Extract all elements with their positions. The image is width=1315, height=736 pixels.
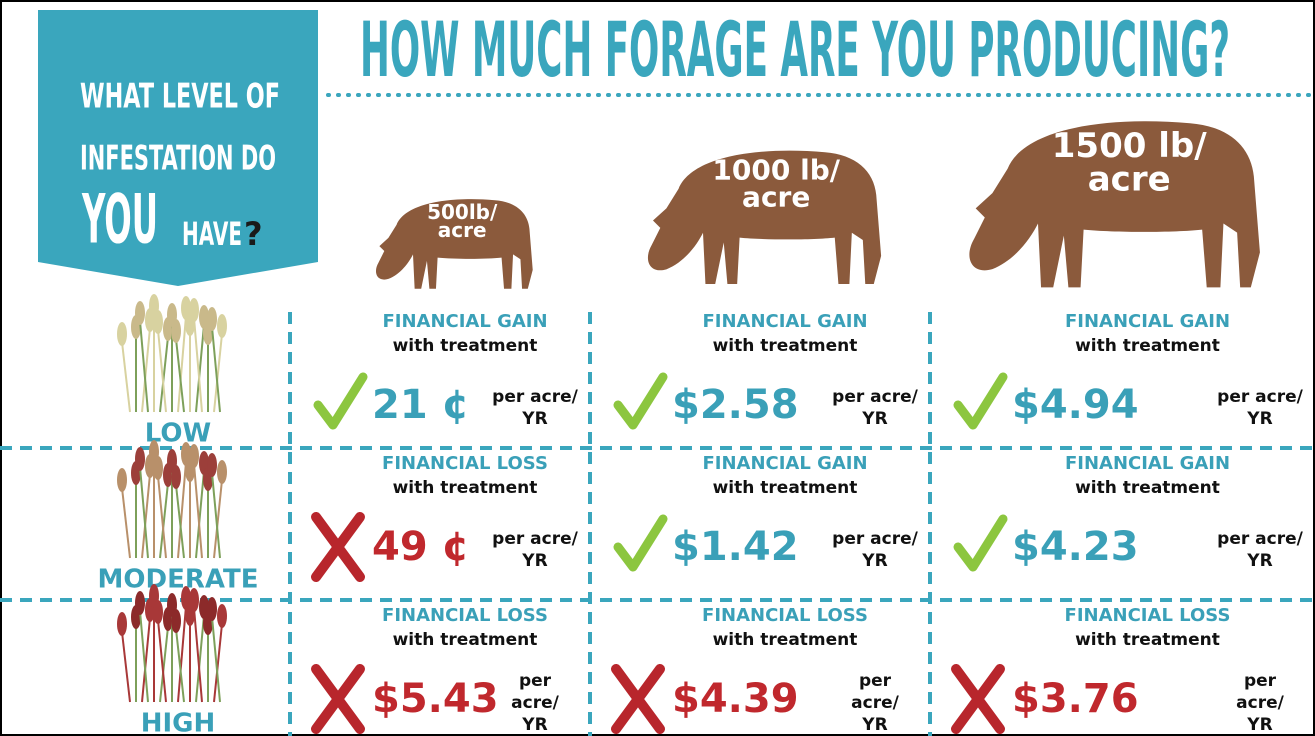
cell-unit: acre/ xyxy=(851,693,899,713)
cell-unit: per xyxy=(1244,671,1277,691)
grass-head xyxy=(117,468,127,492)
cell-heading: FINANCIAL GAIN xyxy=(1065,311,1230,332)
grass-head xyxy=(217,314,227,338)
cell-unit: acre/ xyxy=(1236,693,1284,713)
level-label: HIGH xyxy=(141,709,216,736)
cell-sub: with treatment xyxy=(1075,630,1220,650)
cell-unit: YR xyxy=(521,409,547,429)
cell-amount: $1.42 xyxy=(672,524,799,570)
level-label: MODERATE xyxy=(98,565,259,595)
title: HOW MUCH FORAGE ARE YOU PRODUCING? xyxy=(360,5,1230,94)
grass-head xyxy=(207,307,217,331)
cow-label: acre xyxy=(438,218,487,242)
banner-line: INFESTATION DO xyxy=(80,139,276,179)
grass-head xyxy=(117,322,127,346)
cell-unit: YR xyxy=(861,715,887,735)
grass-head xyxy=(189,444,199,468)
cell-heading: FINANCIAL LOSS xyxy=(702,605,868,626)
cell-heading: FINANCIAL LOSS xyxy=(382,605,548,626)
grass-head xyxy=(135,447,145,471)
grass-head xyxy=(207,453,217,477)
grass-head xyxy=(171,609,181,633)
cell-unit: per xyxy=(519,671,552,691)
cell-unit: acre/ xyxy=(511,693,559,713)
cell-unit: per acre/ xyxy=(492,387,578,407)
grass-head xyxy=(189,588,199,612)
cell-unit: per xyxy=(859,671,892,691)
cell-amount: 49 ¢ xyxy=(372,524,469,570)
cell-amount: $3.76 xyxy=(1012,676,1139,722)
cell-sub: with treatment xyxy=(713,336,858,356)
cell-unit: per acre/ xyxy=(1217,529,1303,549)
cell-unit: YR xyxy=(521,715,547,735)
cell-unit: per acre/ xyxy=(492,529,578,549)
cell-unit: YR xyxy=(521,551,547,571)
cell-heading: FINANCIAL GAIN xyxy=(382,311,547,332)
grass-head xyxy=(217,604,227,628)
grass-head xyxy=(153,600,163,624)
infographic: WHAT LEVEL OF INFESTATION DO YOU HAVE ? … xyxy=(0,0,1315,736)
cell-amount: $4.94 xyxy=(1012,382,1139,428)
grass-head xyxy=(189,298,199,322)
banner-line: WHAT LEVEL OF xyxy=(80,77,280,117)
cell-amount: $4.39 xyxy=(672,676,799,722)
cell-amount: 21 ¢ xyxy=(372,382,469,428)
grass-head xyxy=(217,460,227,484)
cell-amount: $2.58 xyxy=(672,382,799,428)
cell-unit: YR xyxy=(861,551,887,571)
cell-unit: per acre/ xyxy=(832,387,918,407)
grass-head xyxy=(153,310,163,334)
cell-unit: YR xyxy=(1246,409,1272,429)
grass-head xyxy=(207,597,217,621)
cell-heading: FINANCIAL LOSS xyxy=(382,453,548,474)
banner-mark: ? xyxy=(244,215,263,253)
cell-unit: per acre/ xyxy=(1217,387,1303,407)
grass-head xyxy=(117,612,127,636)
grass-head xyxy=(153,456,163,480)
cell-sub: with treatment xyxy=(393,336,538,356)
cell-unit: YR xyxy=(1246,715,1272,735)
grass-head xyxy=(171,465,181,489)
cell-heading: FINANCIAL GAIN xyxy=(702,311,867,332)
grass-head xyxy=(135,301,145,325)
cell-unit: per acre/ xyxy=(832,529,918,549)
cell-amount: $5.43 xyxy=(372,676,499,722)
cell-sub: with treatment xyxy=(713,630,858,650)
cow-label: acre xyxy=(742,181,810,214)
cell-heading: FINANCIAL LOSS xyxy=(1065,605,1231,626)
cell-unit: YR xyxy=(1246,551,1272,571)
cell-sub: with treatment xyxy=(1075,478,1220,498)
cell-heading: FINANCIAL GAIN xyxy=(1065,453,1230,474)
cell-heading: FINANCIAL GAIN xyxy=(702,453,867,474)
cell-unit: YR xyxy=(861,409,887,429)
cell-sub: with treatment xyxy=(713,478,858,498)
cell-sub: with treatment xyxy=(393,630,538,650)
banner-small: HAVE xyxy=(182,215,242,253)
grass-head xyxy=(171,319,181,343)
cell-sub: with treatment xyxy=(1075,336,1220,356)
cell-sub: with treatment xyxy=(393,478,538,498)
banner-big: YOU xyxy=(82,181,158,260)
grass-head xyxy=(135,591,145,615)
cell-amount: $4.23 xyxy=(1012,524,1139,570)
cow-label: acre xyxy=(1088,159,1171,199)
